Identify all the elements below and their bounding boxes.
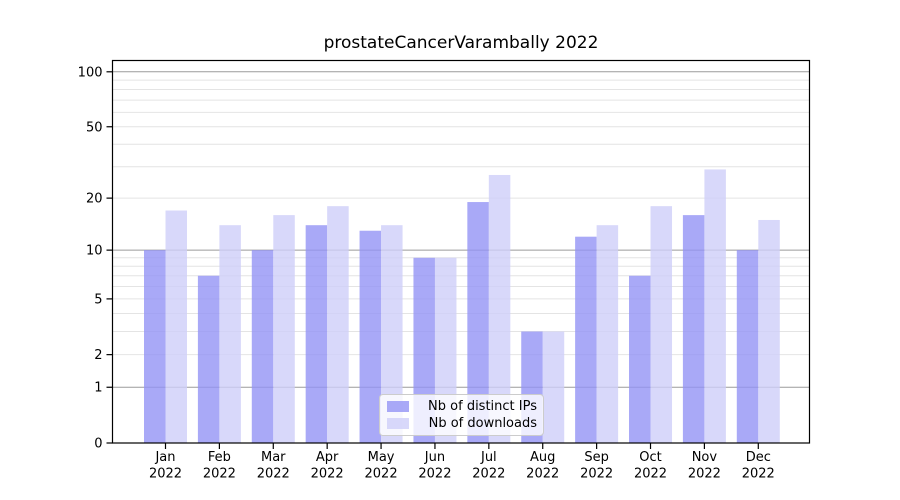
bar-nb-of-downloads-dec-2022 <box>758 219 780 443</box>
bar-nb-of-distinct-ips-mar-2022 <box>251 250 274 443</box>
bar-nb-of-distinct-ips-sep-2022 <box>575 236 597 443</box>
y-tick-label-100: 100 <box>78 65 103 80</box>
legend-swatch-distinct-ips <box>387 401 409 412</box>
chart-title: prostateCancerVarambally 2022 <box>323 33 599 53</box>
y-tick-label-5: 5 <box>94 292 102 307</box>
bar-nb-of-downloads-jan-2022 <box>165 210 187 443</box>
bar-nb-of-distinct-ips-jul-2022 <box>467 202 489 443</box>
bar-nb-of-downloads-aug-2022 <box>542 331 565 443</box>
x-tick-label-may: May 2022 <box>365 450 398 482</box>
y-tick-label-20: 20 <box>86 192 103 207</box>
x-tick-label-mar: Mar 2022 <box>257 450 290 482</box>
bar-nb-of-downloads-jul-2022 <box>488 174 511 443</box>
y-tick-label-50: 50 <box>86 120 103 135</box>
legend-item-downloads: Nb of downloads <box>387 415 537 432</box>
bar-nb-of-downloads-sep-2022 <box>596 225 619 443</box>
bar-nb-of-distinct-ips-nov-2022 <box>682 215 705 443</box>
y-tick-label-0: 0 <box>94 437 102 452</box>
y-tick-label-10: 10 <box>86 244 103 259</box>
bar-nb-of-distinct-ips-feb-2022 <box>197 275 220 443</box>
x-tick-label-jan: Jan 2022 <box>149 450 182 482</box>
x-tick-label-dec: Dec 2022 <box>742 450 775 482</box>
x-tick-label-feb: Feb 2022 <box>203 450 236 482</box>
x-tick-label-oct: Oct 2022 <box>634 450 667 482</box>
bar-nb-of-downloads-apr-2022 <box>327 206 349 443</box>
legend-swatch-downloads <box>387 418 409 429</box>
x-tick-label-nov: Nov 2022 <box>688 450 721 482</box>
x-tick-label-aug: Aug 2022 <box>526 450 559 482</box>
x-tick-label-jul: Jul 2022 <box>472 450 505 482</box>
legend-label-downloads: Nb of downloads <box>428 416 537 431</box>
bar-nb-of-distinct-ips-may-2022 <box>359 230 382 443</box>
y-tick-label-1: 1 <box>94 381 102 396</box>
x-tick-label-sep: Sep 2022 <box>580 450 613 482</box>
x-tick-label-jun: Jun 2022 <box>418 450 451 482</box>
bar-nb-of-distinct-ips-oct-2022 <box>629 275 651 443</box>
bar-nb-of-downloads-mar-2022 <box>273 215 295 443</box>
legend: Nb of distinct IPs Nb of downloads <box>379 394 544 436</box>
bar-nb-of-downloads-nov-2022 <box>704 169 726 444</box>
bar-nb-of-downloads-feb-2022 <box>219 225 241 443</box>
legend-item-distinct-ips: Nb of distinct IPs <box>387 398 537 415</box>
bar-nb-of-distinct-ips-apr-2022 <box>305 225 328 443</box>
x-tick-label-apr: Apr 2022 <box>311 450 344 482</box>
bar-nb-of-downloads-oct-2022 <box>650 206 673 443</box>
legend-label-distinct-ips: Nb of distinct IPs <box>428 399 537 414</box>
bar-nb-of-downloads-may-2022 <box>381 225 403 443</box>
bar-nb-of-distinct-ips-dec-2022 <box>736 250 759 443</box>
bar-nb-of-distinct-ips-jan-2022 <box>144 250 166 443</box>
y-tick-label-2: 2 <box>94 348 102 363</box>
plot-border <box>111 59 811 444</box>
